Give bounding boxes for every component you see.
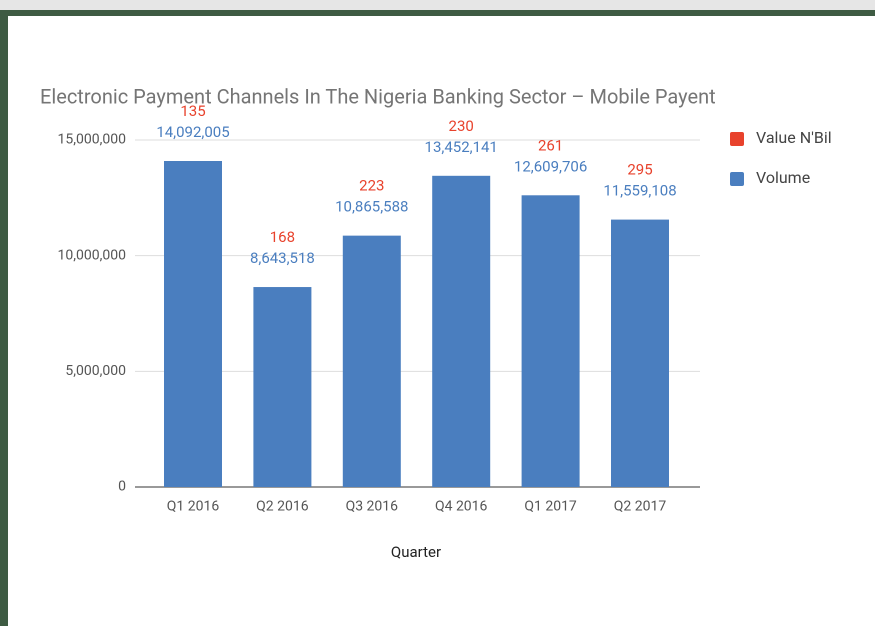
data-label: 13,452,141 bbox=[425, 138, 498, 156]
bar bbox=[164, 161, 222, 487]
bar bbox=[253, 287, 312, 487]
x-tick-label: Q4 2016 bbox=[435, 499, 488, 515]
x-tick-label: Q2 2016 bbox=[256, 499, 309, 515]
legend-swatch bbox=[730, 172, 744, 186]
data-label: 230 bbox=[449, 117, 474, 135]
legend-swatch bbox=[730, 132, 744, 146]
legend-label: Volume bbox=[756, 168, 810, 187]
bar bbox=[521, 195, 580, 487]
y-tick-label: 5,000,000 bbox=[65, 363, 126, 379]
data-label: 12,609,706 bbox=[514, 157, 587, 175]
data-label: 8,643,518 bbox=[250, 249, 315, 267]
data-label: 295 bbox=[627, 161, 652, 179]
x-tick-label: Q1 2017 bbox=[524, 499, 577, 515]
y-tick-label: 0 bbox=[118, 479, 126, 495]
data-label: 14,092,005 bbox=[156, 123, 229, 141]
data-label: 223 bbox=[359, 177, 384, 195]
y-tick-label: 10,000,000 bbox=[58, 247, 127, 263]
x-axis-title: Quarter bbox=[391, 543, 441, 561]
x-tick-label: Q1 2016 bbox=[167, 499, 220, 515]
bar bbox=[432, 175, 491, 488]
bar bbox=[611, 219, 669, 487]
data-label: 261 bbox=[538, 136, 563, 154]
y-tick-label: 15,000,000 bbox=[58, 132, 127, 148]
chart-title: Electronic Payment Channels In The Niger… bbox=[40, 84, 716, 108]
legend-label: Value N'Bil bbox=[756, 128, 832, 147]
data-label: 11,559,108 bbox=[603, 182, 676, 200]
bar bbox=[342, 235, 401, 487]
data-label: 10,865,588 bbox=[335, 198, 408, 216]
x-tick-label: Q3 2016 bbox=[346, 499, 399, 515]
x-tick-label: Q2 2017 bbox=[614, 499, 667, 515]
data-label: 168 bbox=[270, 228, 295, 246]
data-label: 135 bbox=[180, 102, 205, 120]
